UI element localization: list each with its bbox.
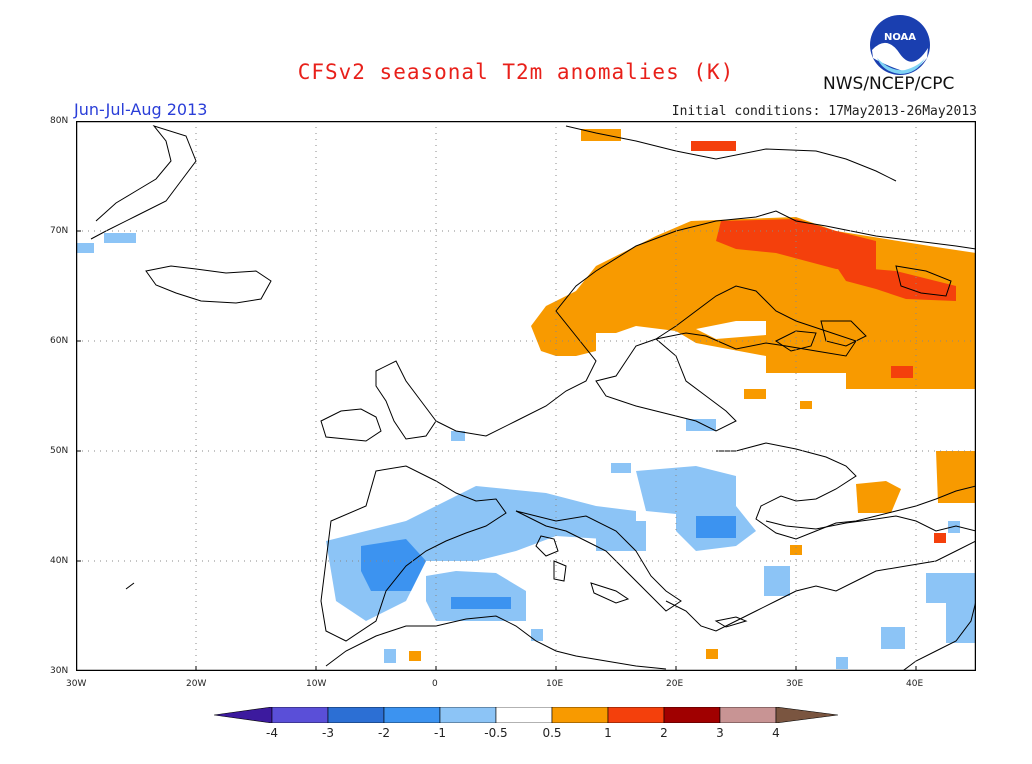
- coastlines: [90, 125, 976, 671]
- lon-label-10w: 10W: [306, 679, 327, 689]
- colorbar-swatch: [271, 707, 329, 723]
- season-label: Jun-Jul-Aug 2013: [74, 100, 208, 119]
- warm-anomaly-region: [409, 129, 976, 661]
- colorbar-label: 3: [716, 726, 724, 740]
- noaa-logo: NOAA: [869, 14, 931, 76]
- colorbar-arrow-low: [214, 707, 273, 723]
- noaa-logo-text: NOAA: [884, 32, 916, 43]
- colorbar: [214, 707, 838, 723]
- chart-title: CFSv2 seasonal T2m anomalies (K): [297, 60, 735, 84]
- colorbar-label: -0.5: [484, 726, 508, 740]
- colorbar-swatch: [607, 707, 665, 723]
- lat-label-50n: 50N: [50, 446, 69, 456]
- lon-label-0: 0: [432, 679, 438, 689]
- lat-label-40n: 40N: [50, 556, 69, 566]
- lon-label-30w: 30W: [66, 679, 87, 689]
- colorbar-swatch: [663, 707, 721, 723]
- colorbar-label: 0.5: [542, 726, 562, 740]
- colorbar-label: -2: [378, 726, 390, 740]
- lat-label-30n: 30N: [50, 666, 69, 676]
- lon-label-10e: 10E: [546, 679, 564, 689]
- map-frame: [76, 121, 976, 671]
- initial-conditions-label: Initial conditions: 17May2013-26May2013: [671, 104, 977, 119]
- colorbar-arrow-high: [775, 707, 838, 723]
- lat-label-80n: 80N: [50, 116, 69, 126]
- colorbar-label: -3: [322, 726, 334, 740]
- colorbar-swatch: [551, 707, 609, 723]
- colorbar-label: 1: [604, 726, 612, 740]
- cool-anomaly-region: [76, 233, 976, 669]
- colorbar-label: -4: [266, 726, 278, 740]
- agency-label: NWS/NCEP/CPC: [823, 74, 955, 94]
- lon-label-20w: 20W: [186, 679, 207, 689]
- lat-label-70n: 70N: [50, 226, 69, 236]
- colorbar-swatch: [495, 707, 553, 723]
- lat-label-60n: 60N: [50, 336, 69, 346]
- colorbar-label: 2: [660, 726, 668, 740]
- colorbar-label: 4: [772, 726, 780, 740]
- lon-label-30e: 30E: [786, 679, 804, 689]
- colorbar-swatch: [719, 707, 777, 723]
- colorbar-swatch: [439, 707, 497, 723]
- colorbar-label: -1: [434, 726, 446, 740]
- lon-label-40e: 40E: [906, 679, 924, 689]
- lon-label-20e: 20E: [666, 679, 684, 689]
- colorbar-swatch: [327, 707, 385, 723]
- graticule: [76, 121, 976, 671]
- colorbar-swatch: [383, 707, 441, 723]
- anomaly-map: [76, 121, 976, 671]
